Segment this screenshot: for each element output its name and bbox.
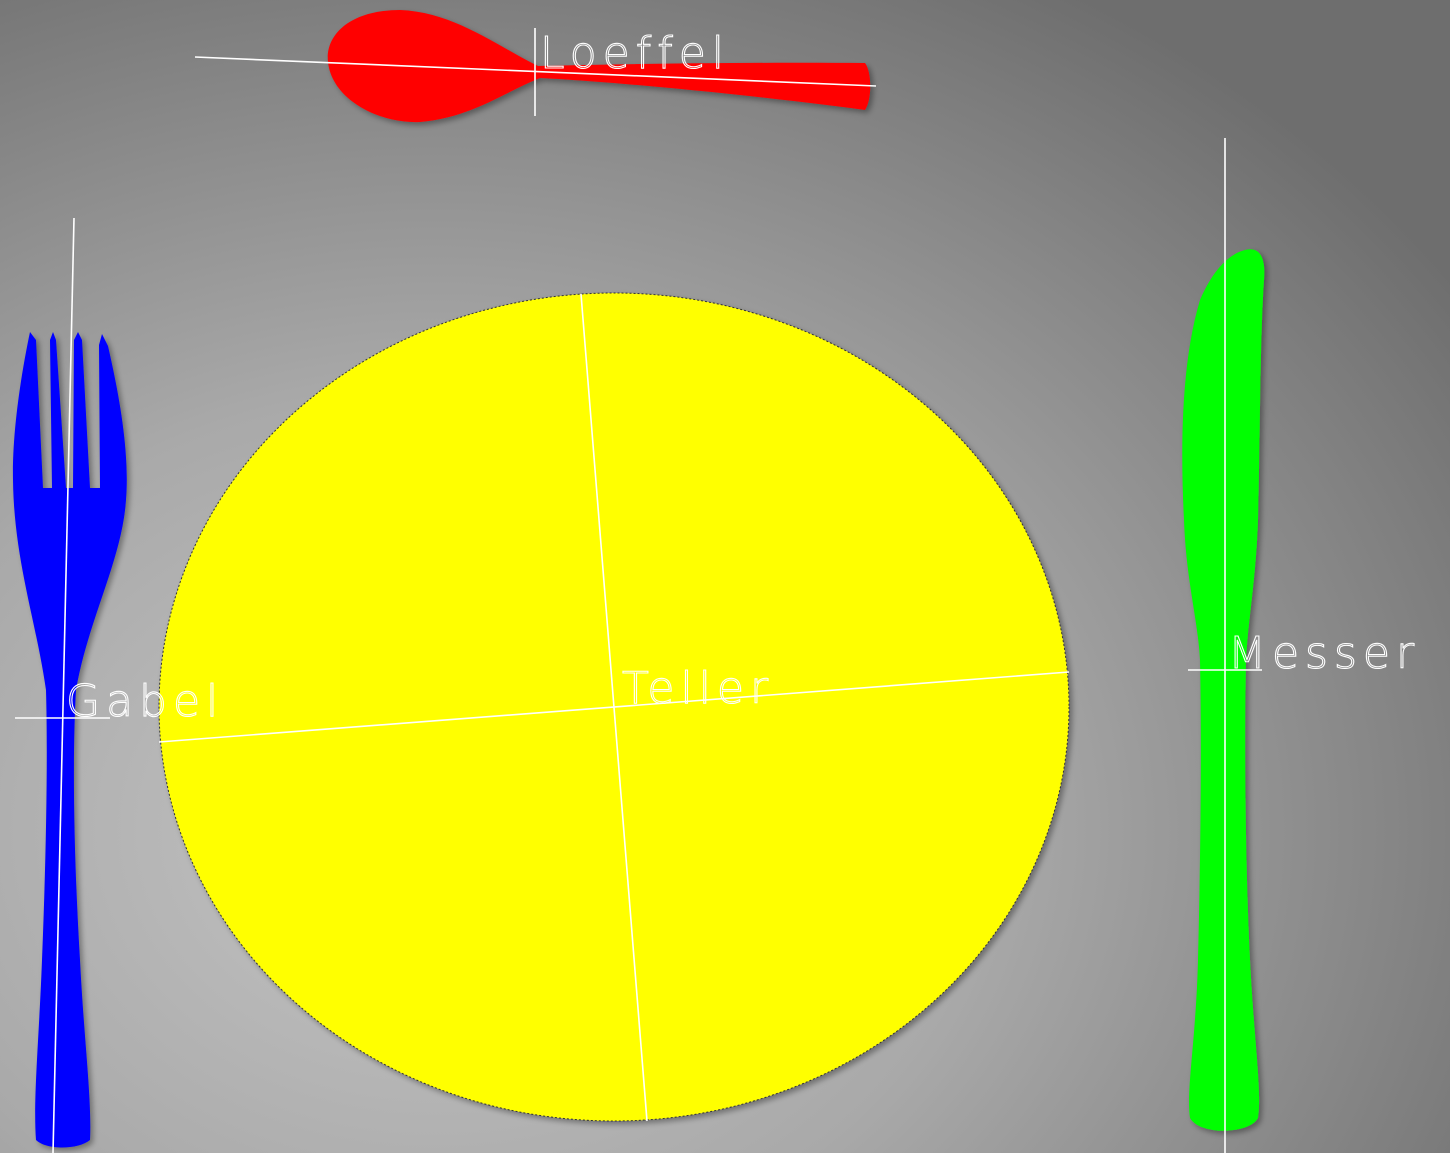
fork-axis-major	[52, 217, 75, 1153]
spoon-icon	[327, 10, 871, 123]
plate-object: Teller	[158, 292, 1070, 1122]
fork-icon	[12, 332, 127, 1148]
plate-axis-minor	[158, 671, 1070, 743]
fork-label: Gabel	[66, 676, 224, 727]
knife-icon	[1182, 249, 1265, 1131]
spoon-object: Loeffel	[194, 10, 877, 123]
spoon-label: Loeffel	[540, 28, 730, 79]
fork-object: Gabel	[12, 217, 224, 1153]
knife-label: Messer	[1228, 628, 1420, 679]
knife-object: Messer	[1182, 138, 1420, 1153]
plate-label: Teller	[622, 663, 774, 714]
